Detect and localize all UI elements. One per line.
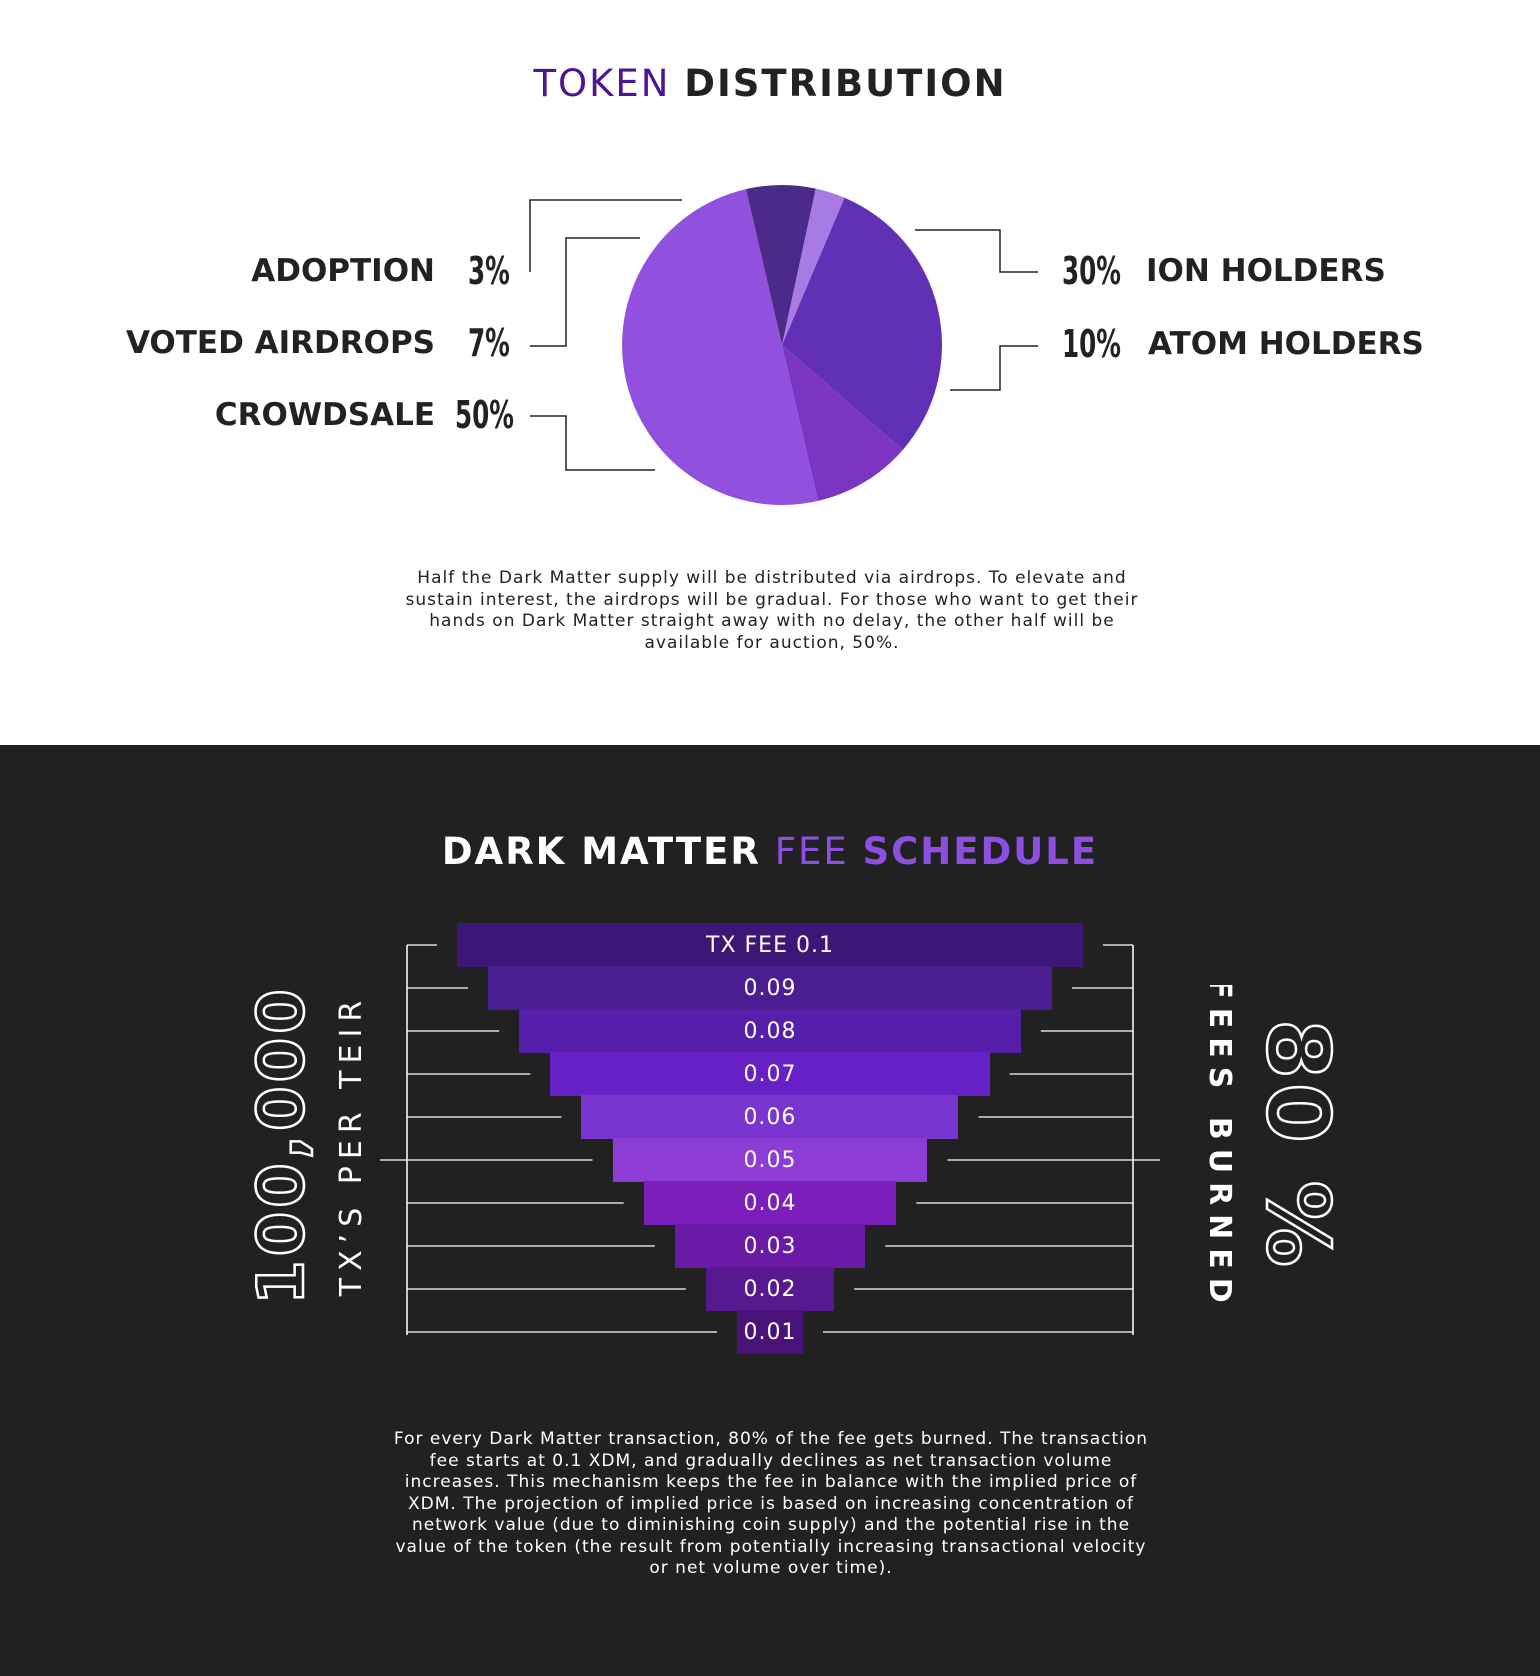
token-distribution-paragraph: Half the Dark Matter supply will be dist…: [405, 568, 1139, 653]
title-light-part: FEE: [774, 830, 849, 873]
pie-label-adoption: ADOPTION: [251, 253, 435, 289]
token-distribution-section: TOKEN DISTRIBUTION 30% ION HOLDERS 10% ATOM…: [0, 0, 1540, 745]
pie-pct-adoption: 3%: [468, 249, 510, 293]
fee-schedule-title: DARK MATTER FEE SCHEDULE: [0, 830, 1540, 873]
pie-label-atom-holders: ATOM HOLDERS: [1148, 326, 1424, 362]
fees-burned-big: 80 %: [1247, 1019, 1335, 1271]
fee-tier-bar: 0.01: [737, 1310, 803, 1354]
leader-line-voted-airdrops: [530, 237, 640, 347]
pie-chart: [529, 184, 1038, 505]
leader-line-atom-holders: [950, 345, 1038, 391]
tx-per-tier-text: 100,000 TX’S PER TEIR: [244, 985, 369, 1305]
pie-pct-atom-holders: 10%: [1062, 322, 1121, 366]
pie-slice-ion-holders: [782, 197, 942, 450]
pie-slice-crowdsale: [622, 189, 818, 505]
fee-tier-bar: 0.07: [550, 1052, 990, 1096]
leader-line-crowdsale: [530, 415, 655, 471]
fee-tier-bar: 0.04: [643, 1181, 897, 1225]
pie-slice-atom-holders: [782, 345, 903, 501]
pie-slice-adoption: [782, 188, 845, 345]
title-bold-part: SCHEDULE: [862, 830, 1099, 873]
fee-schedule-paragraph: For every Dark Matter transaction, 80% o…: [393, 1429, 1149, 1578]
title-bold-part: DISTRIBUTION: [684, 62, 1007, 105]
pie-label-voted-airdrops: VOTED AIRDROPS: [125, 325, 435, 361]
title-light-part: TOKEN: [533, 62, 671, 105]
title-white-part: DARK MATTER: [441, 830, 761, 873]
fee-tier-bar: 0.03: [674, 1224, 866, 1268]
pie-label-crowdsale: CROWDSALE: [214, 397, 435, 433]
fee-tier-bar: 0.05: [612, 1138, 928, 1182]
pie-slice-voted-airdrops: [746, 184, 816, 345]
pie-pct-voted-airdrops: 7%: [468, 321, 510, 365]
tx-per-tier-small: TX’S PER TEIR: [334, 994, 369, 1297]
fees-burned-small: FEES BURNED: [1202, 985, 1237, 1305]
tx-per-tier-big: 100,000: [245, 985, 319, 1305]
pie-label-ion-holders: ION HOLDERS: [1146, 253, 1386, 289]
pie-pct-crowdsale: 50%: [455, 393, 514, 437]
fee-tier-bar: TX FEE 0.1: [457, 923, 1083, 967]
token-distribution-title: TOKEN DISTRIBUTION: [0, 62, 1540, 105]
pie-pct-ion-holders: 30%: [1062, 249, 1121, 293]
fee-tier-bar: 0.06: [581, 1095, 959, 1139]
leader-line-adoption: [529, 199, 682, 272]
fee-tier-bar: 0.08: [519, 1009, 1021, 1053]
fee-tier-bar: 0.02: [705, 1267, 835, 1311]
fee-tier-bar: 0.09: [488, 966, 1052, 1010]
fees-burned-text: 80 % FEES BURNED: [1202, 985, 1335, 1305]
leader-line-ion-holders: [915, 229, 1038, 273]
